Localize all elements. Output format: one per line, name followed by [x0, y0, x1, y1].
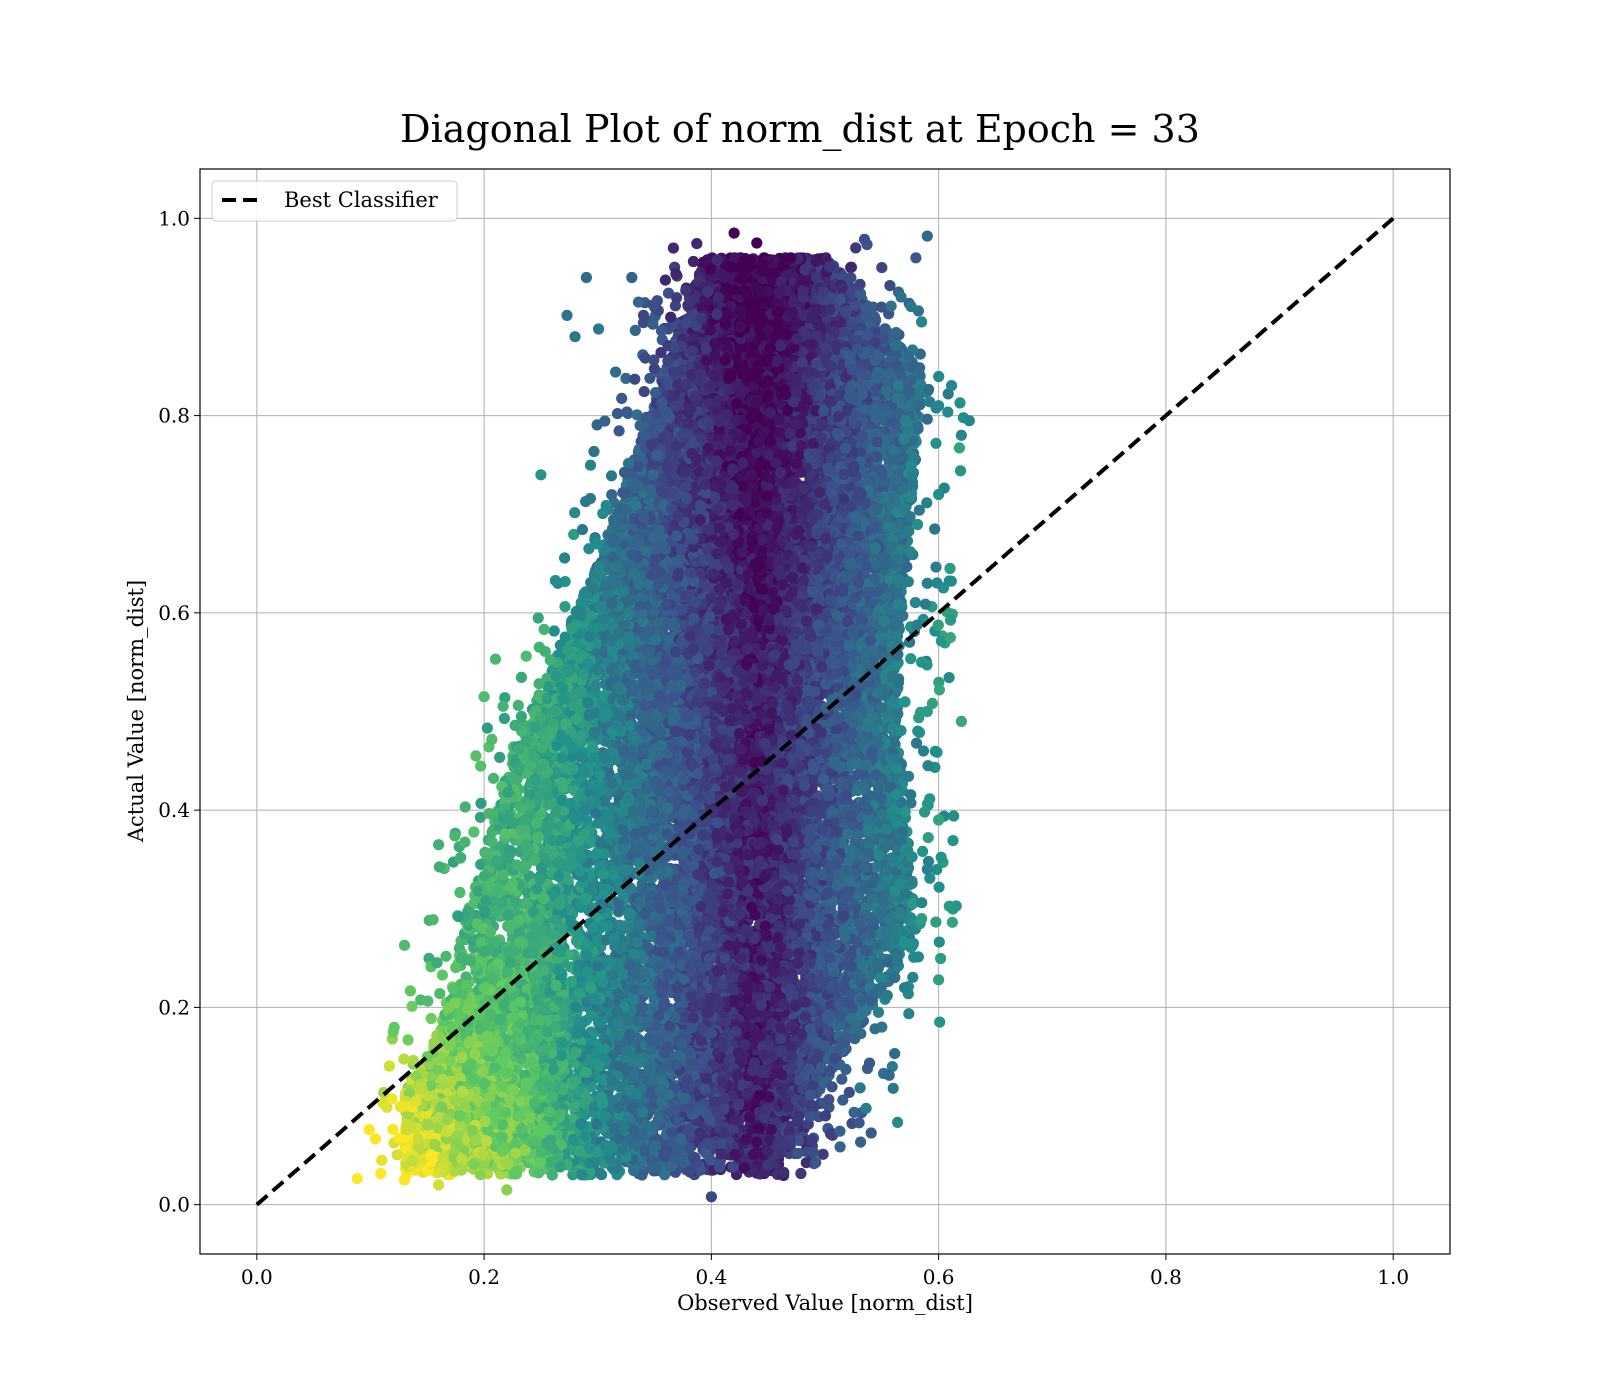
scatter-points: [351, 227, 975, 1203]
chart-title: Diagonal Plot of norm_dist at Epoch = 33: [400, 107, 1200, 152]
plot-area: [199, 168, 1451, 1255]
scatter-point: [912, 951, 925, 963]
